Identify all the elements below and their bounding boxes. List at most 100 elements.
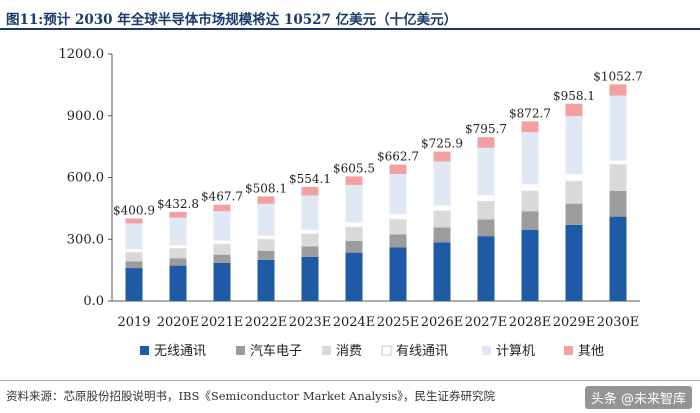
bar-segment xyxy=(345,252,363,301)
bar-segment xyxy=(609,95,627,161)
bar-segment xyxy=(345,176,363,185)
bar-segment xyxy=(389,174,407,215)
bar-segment xyxy=(521,183,539,191)
bar-segment xyxy=(213,243,231,255)
bar-total-label: $1052.7 xyxy=(593,69,643,83)
legend-swatch xyxy=(564,346,573,355)
legend-label: 无线通讯 xyxy=(154,344,206,359)
x-tick-label: 2026E xyxy=(421,315,464,330)
x-tick-label: 2023E xyxy=(289,315,332,330)
bar-segment xyxy=(213,262,231,301)
bar-segment xyxy=(301,229,319,234)
x-tick-label: 2021E xyxy=(201,315,244,330)
source-rule xyxy=(0,380,700,381)
bar-total-label: $605.5 xyxy=(333,161,375,175)
bar-segment xyxy=(521,132,539,185)
bar-segment xyxy=(213,240,231,245)
legend-label: 汽车电子 xyxy=(250,343,302,359)
bar-segment xyxy=(169,244,187,249)
bar-segment xyxy=(169,217,187,246)
bar-segment xyxy=(477,194,495,202)
bar-segment xyxy=(169,248,187,259)
bar-segment xyxy=(301,233,319,247)
bar-segment xyxy=(521,121,539,133)
bar-segment xyxy=(565,116,583,174)
bar-segment xyxy=(477,219,495,237)
bar-total-label: $554.1 xyxy=(289,172,331,186)
x-tick-label: 2029E xyxy=(553,315,596,330)
y-tick-label: 900.0 xyxy=(67,109,104,124)
bar-segment xyxy=(125,223,143,250)
bar-total-label: $400.9 xyxy=(113,203,155,217)
x-tick-label: 2019 xyxy=(117,315,150,330)
bar-segment xyxy=(565,180,583,204)
bar-segment xyxy=(565,103,583,117)
bar-segment xyxy=(433,242,451,301)
bar-total-label: $958.1 xyxy=(553,89,595,103)
bar-segment xyxy=(609,164,627,191)
bar-segment xyxy=(345,240,363,253)
legend-swatch xyxy=(236,346,245,355)
bar-segment xyxy=(521,211,539,230)
bar-segment xyxy=(125,268,143,301)
x-tick-label: 2022E xyxy=(245,315,288,330)
bar-segment xyxy=(477,137,495,148)
title-rule xyxy=(0,28,700,30)
bar-segment xyxy=(257,250,275,260)
bar-segment xyxy=(257,235,275,240)
bar-segment xyxy=(477,147,495,195)
y-tick-label: 300.0 xyxy=(67,232,104,247)
bar-segment xyxy=(389,213,407,220)
bar-segment xyxy=(125,218,143,224)
bar-segment xyxy=(125,248,143,253)
bar-segment xyxy=(565,173,583,182)
figure-title-bar: 图11:预计 2030 年全球半导体市场规模将达 10527 亿美元（十亿美元） xyxy=(0,6,700,28)
legend-swatch xyxy=(140,346,149,355)
legend-swatch xyxy=(381,345,392,356)
bar-segment xyxy=(389,219,407,235)
x-tick-label: 2025E xyxy=(377,315,420,330)
source-note: 资料来源：芯原股份招股说明书，IBS《Semiconductor Market … xyxy=(6,389,495,403)
bar-total-label: $508.1 xyxy=(245,181,287,195)
bar-segment xyxy=(389,247,407,301)
bar-segment xyxy=(477,200,495,220)
bar-segment xyxy=(433,210,451,228)
bar-segment xyxy=(125,252,143,262)
legend-swatch xyxy=(322,346,331,355)
bar-segment xyxy=(257,259,275,301)
bar-total-label: $872.7 xyxy=(509,106,551,120)
bar-segment xyxy=(213,254,231,263)
bar-total-label: $725.9 xyxy=(421,137,463,151)
bar-segment xyxy=(213,211,231,241)
legend-label: 有线通讯 xyxy=(396,344,448,359)
bar-total-label: $432.8 xyxy=(157,197,199,211)
bar-segment xyxy=(169,258,187,266)
y-tick-label: 1200.0 xyxy=(59,47,105,62)
bar-segment xyxy=(257,203,275,236)
bar-segment xyxy=(433,161,451,206)
bar-total-label: $662.7 xyxy=(377,150,419,164)
bar-segment xyxy=(521,190,539,212)
bar-segment xyxy=(169,265,187,301)
watermark: 头条 @未来智库 xyxy=(584,386,692,409)
legend-swatch xyxy=(482,346,491,355)
bar-segment xyxy=(345,222,363,228)
y-tick-label: 0.0 xyxy=(83,294,104,309)
bar-segment xyxy=(433,227,451,243)
bar-segment xyxy=(565,224,583,301)
legend-label: 消费 xyxy=(336,344,362,359)
bar-total-label: $467.7 xyxy=(201,190,243,204)
bar-segment xyxy=(609,160,627,165)
bar-segment xyxy=(213,204,231,212)
bar-segment xyxy=(477,236,495,301)
x-tick-label: 2020E xyxy=(157,315,200,330)
bar-segment xyxy=(389,164,407,175)
x-tick-label: 2030E xyxy=(597,315,640,330)
bar-total-label: $795.7 xyxy=(465,122,507,136)
x-tick-label: 2027E xyxy=(465,315,508,330)
bar-segment xyxy=(433,205,451,211)
bar-segment xyxy=(609,190,627,217)
bar-segment xyxy=(125,261,143,269)
bar-segment xyxy=(345,226,363,241)
bar-segment xyxy=(301,186,319,196)
